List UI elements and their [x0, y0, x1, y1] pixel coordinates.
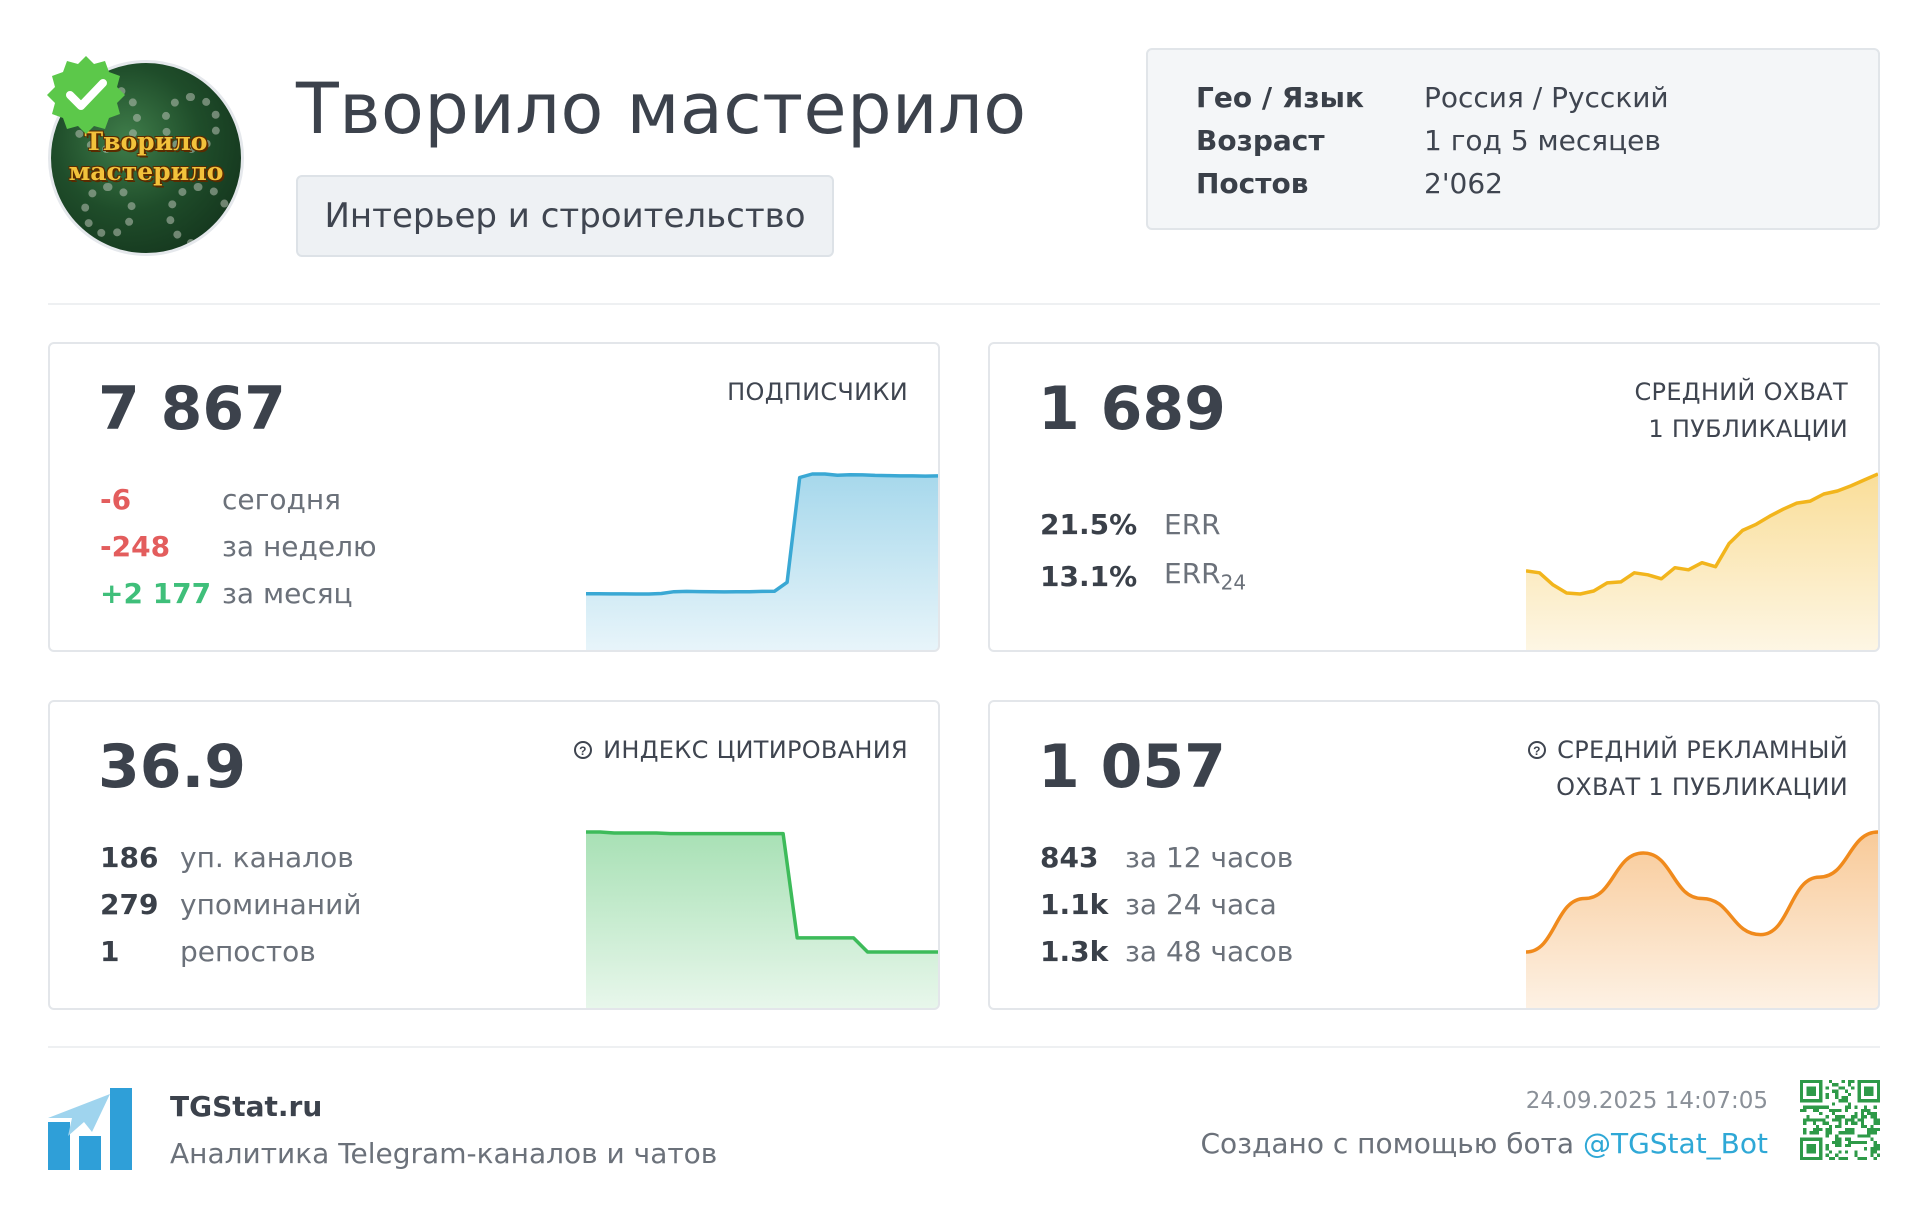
stat-label: за месяц [222, 576, 353, 610]
stat-row: 843 за 12 часов [1040, 834, 1293, 880]
ad-reach-card[interactable]: 1 057 ? СРЕДНИЙ РЕКЛАМНЫЙ ОХВАТ 1 ПУБЛИК… [988, 700, 1880, 1010]
stat-row: 186 уп. каналов [100, 834, 354, 880]
stat-value: 13.1% [1040, 559, 1138, 593]
stat-row: +2 177 за месяц [100, 570, 353, 616]
stat-label: уп. каналов [180, 840, 354, 874]
chart-line [586, 472, 938, 596]
stat-label: за 24 часа [1125, 887, 1277, 921]
reach-label-line1: СРЕДНИЙ ОХВАТ [1634, 378, 1848, 406]
ad-reach-label-line1: ? СРЕДНИЙ РЕКЛАМНЫЙ [1527, 732, 1848, 769]
channel-info-box: Гео / Язык Россия / Русский Возраст 1 го… [1146, 48, 1880, 230]
info-value: 1 год 5 месяцев [1424, 124, 1661, 157]
category-badge[interactable]: Интерьер и строительство [296, 175, 834, 257]
citation-value: 36.9 [98, 732, 247, 802]
ad-reach-label-text1: СРЕДНИЙ РЕКЛАМНЫЙ [1557, 736, 1848, 764]
ad-reach-value: 1 057 [1038, 732, 1226, 802]
subscribers-value: 7 867 [98, 374, 286, 444]
chart-area [1526, 474, 1878, 650]
chart-line [1526, 830, 1878, 954]
stat-label: ERR24 [1164, 557, 1246, 595]
header-divider [48, 303, 1880, 305]
svg-text:?: ? [1533, 744, 1541, 758]
tgstat-logo-icon[interactable] [48, 1088, 132, 1172]
reach-label-line2: 1 ПУБЛИКАЦИИ [1648, 415, 1848, 443]
stat-label: за 48 часов [1125, 934, 1294, 968]
info-key: Постов [1196, 167, 1309, 200]
stat-label: упоминаний [180, 887, 362, 921]
verified-badge-icon [47, 56, 125, 134]
help-icon[interactable]: ? [573, 740, 593, 760]
footer-tagline: Аналитика Telegram-каналов и чатов [170, 1137, 718, 1170]
reach-card[interactable]: 1 689 СРЕДНИЙ ОХВАТ 1 ПУБЛИКАЦИИ 21.5% E… [988, 342, 1880, 652]
citation-card[interactable]: 36.9 ? ИНДЕКС ЦИТИРОВАНИЯ 186 уп. канало… [48, 700, 940, 1010]
stat-value: 1.3k [1040, 934, 1109, 968]
info-value: 2'062 [1424, 167, 1503, 200]
citation-label[interactable]: ? ИНДЕКС ЦИТИРОВАНИЯ [573, 732, 908, 769]
svg-text:?: ? [579, 744, 587, 758]
stat-row: 1.3k за 48 часов [1040, 928, 1293, 974]
stat-row: -248 за неделю [100, 523, 377, 569]
stat-value: 186 [100, 840, 159, 874]
stat-row: 21.5% ERR [1040, 501, 1221, 547]
stat-value: +2 177 [100, 576, 212, 610]
subscribers-label: ПОДПИСЧИКИ [727, 378, 908, 406]
info-row-geo: Гео / Язык Россия / Русский [1196, 76, 1830, 119]
help-icon[interactable]: ? [1527, 740, 1547, 760]
stat-label: ERR [1164, 507, 1221, 541]
reach-value: 1 689 [1038, 374, 1226, 444]
stat-value: 279 [100, 887, 159, 921]
avatar-logo-line1: Творило [84, 127, 208, 156]
channel-title: Творило мастерило [296, 68, 1027, 150]
chart-area [586, 832, 938, 1008]
created-by-text: Создано с помощью бота @TGStat_Bot [1200, 1127, 1768, 1160]
chart-area [1526, 832, 1878, 1008]
channel-avatar: Творило мастерило [44, 52, 254, 262]
reach-chart [1526, 472, 1878, 650]
report-timestamp: 24.09.2025 14:07:05 [1525, 1088, 1768, 1114]
stat-value: 21.5% [1040, 507, 1138, 541]
stat-row: 13.1% ERR24 [1040, 553, 1246, 599]
stat-value: 843 [1040, 840, 1099, 874]
info-key: Гео / Язык [1196, 81, 1364, 114]
stat-label: сегодня [222, 482, 341, 516]
citation-label-text: ИНДЕКС ЦИТИРОВАНИЯ [603, 736, 908, 764]
bot-link[interactable]: @TGStat_Bot [1582, 1127, 1768, 1160]
subscribers-chart [586, 472, 938, 650]
stat-row: 1 репостов [100, 928, 316, 974]
info-row-posts: Постов 2'062 [1196, 162, 1830, 205]
stat-row: -6 сегодня [100, 476, 341, 522]
stat-value: -248 [100, 529, 171, 563]
stat-label: за неделю [222, 529, 377, 563]
qr-code-icon[interactable] [1800, 1080, 1880, 1160]
stat-label: за 12 часов [1125, 840, 1294, 874]
stat-value: 1.1k [1040, 887, 1109, 921]
ad-reach-label-line2: ОХВАТ 1 ПУБЛИКАЦИИ [1556, 773, 1848, 801]
chart-area [586, 474, 938, 650]
avatar-logo-line2: мастерило [68, 157, 224, 186]
stat-value: -6 [100, 482, 132, 516]
avatar-image: Творило мастерило [48, 60, 244, 256]
stat-label: репостов [180, 934, 316, 968]
created-prefix: Создано с помощью бота [1200, 1127, 1583, 1160]
stat-row: 1.1k за 24 часа [1040, 881, 1277, 927]
stat-value: 1 [100, 934, 120, 968]
citation-chart [586, 830, 938, 1008]
ad-reach-chart [1526, 830, 1878, 1008]
subscribers-card[interactable]: 7 867 ПОДПИСЧИКИ -6 сегодня -248 за неде… [48, 342, 940, 652]
chart-line [1526, 472, 1878, 596]
footer-divider [48, 1046, 1880, 1048]
info-key: Возраст [1196, 124, 1325, 157]
stat-row: 279 упоминаний [100, 881, 362, 927]
chart-line [586, 830, 938, 954]
ad-reach-label[interactable]: ? СРЕДНИЙ РЕКЛАМНЫЙ ОХВАТ 1 ПУБЛИКАЦИИ [1527, 732, 1848, 806]
reach-label: СРЕДНИЙ ОХВАТ 1 ПУБЛИКАЦИИ [1634, 374, 1848, 448]
err-subscript: 24 [1220, 570, 1247, 595]
info-row-age: Возраст 1 год 5 месяцев [1196, 119, 1830, 162]
err-label: ERR [1164, 557, 1221, 591]
info-value: Россия / Русский [1424, 81, 1669, 114]
footer-brand[interactable]: TGStat.ru [170, 1090, 323, 1123]
